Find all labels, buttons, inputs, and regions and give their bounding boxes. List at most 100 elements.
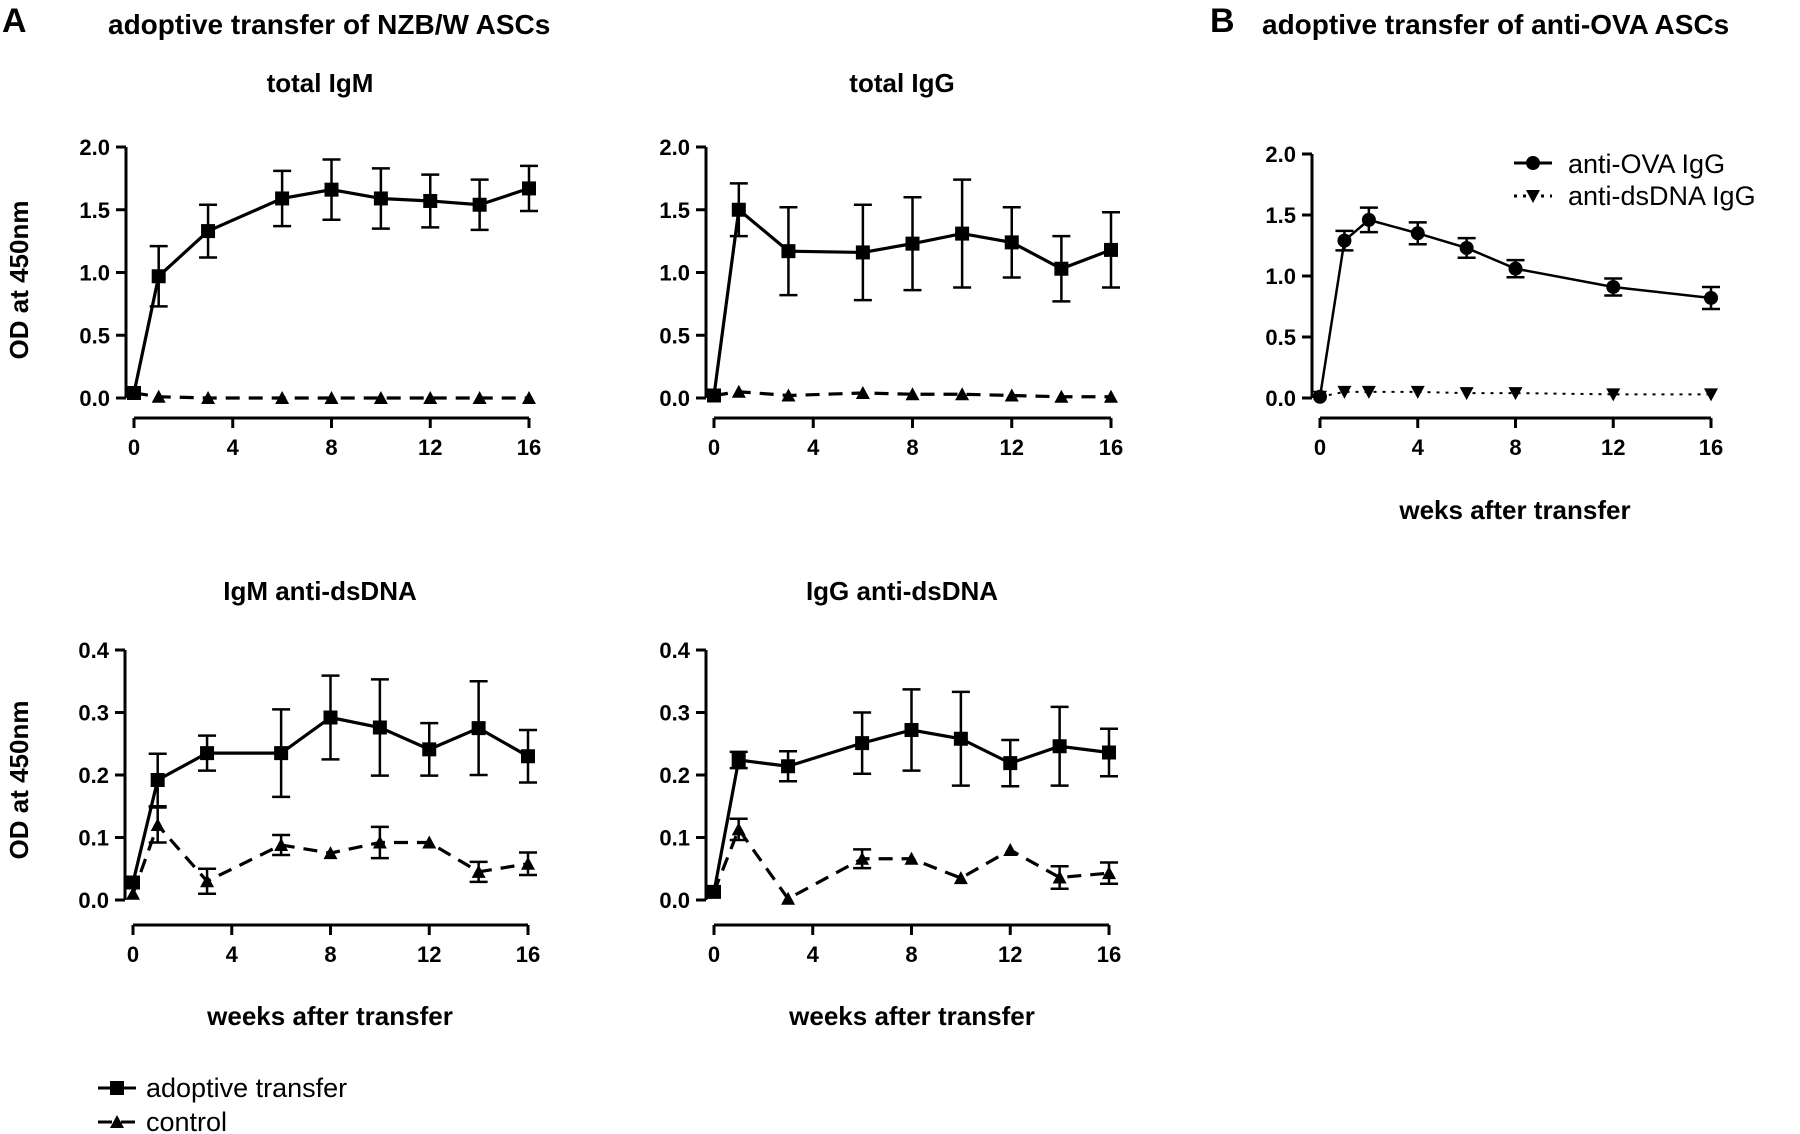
data-point — [904, 851, 919, 865]
data-point — [731, 822, 746, 836]
data-point — [855, 736, 870, 751]
y-tick-label: 1.5 — [79, 198, 110, 223]
data-point — [1003, 843, 1018, 856]
data-point — [324, 182, 339, 197]
data-point — [905, 387, 920, 401]
data-point — [1102, 866, 1116, 880]
series-1-dashed — [127, 385, 536, 404]
x-tick-label: 12 — [998, 942, 1022, 967]
y-tick-label: 0.0 — [659, 386, 690, 411]
data-point — [955, 387, 970, 401]
data-point — [707, 884, 721, 898]
data-point — [1459, 387, 1474, 401]
data-point — [522, 181, 536, 196]
x-tick-label: 4 — [807, 435, 820, 460]
data-point — [1004, 388, 1019, 402]
chart-title: total IgG — [849, 68, 954, 98]
series-0-solid — [127, 158, 538, 400]
data-point — [471, 864, 486, 878]
chart-title: IgG anti-dsDNA — [806, 576, 998, 606]
data-point — [472, 391, 487, 404]
y-tick-label: 0.1 — [659, 826, 690, 851]
y-tick-label: 0.2 — [78, 763, 109, 788]
series-line — [1318, 218, 1712, 397]
series-0-solid — [1313, 206, 1720, 404]
x-axis-label: weeks after transfer — [206, 1001, 453, 1031]
chart-iggdsdna: IgG anti-dsDNA 0.0 0.1 0.2 0.3 0.4 0 4 8 12 16 week… — [659, 576, 1121, 1031]
data-point — [323, 710, 338, 725]
x-tick-label: 8 — [905, 942, 917, 967]
data-point — [150, 773, 165, 787]
y-tick-label: 0.2 — [659, 763, 690, 788]
data-point — [1337, 385, 1352, 399]
data-point — [707, 388, 721, 402]
y-tick-label: 0.0 — [659, 888, 690, 913]
x-tick-label: 16 — [1097, 942, 1121, 967]
series-1-dotted — [1313, 385, 1718, 404]
data-point — [781, 244, 796, 259]
y-tick-label: 0.4 — [659, 638, 690, 663]
legend-a-item-adoptive-transfer: adoptive transfer — [98, 1073, 347, 1103]
y-tick-label: 0.4 — [78, 638, 109, 663]
data-point — [1337, 233, 1352, 248]
series-0-solid — [126, 674, 537, 890]
legend-b: anti-OVA IgG anti-dsDNA IgG — [1514, 149, 1756, 211]
x-tick-label: 0 — [708, 435, 720, 460]
y-tick-label: 1.5 — [1265, 203, 1296, 228]
x-tick-label: 4 — [226, 942, 239, 967]
data-point — [471, 721, 486, 736]
legend-a-label-control: control — [146, 1107, 227, 1134]
x-tick-label: 16 — [517, 435, 541, 460]
y-tick-label: 1.0 — [659, 261, 690, 286]
data-point — [372, 720, 387, 735]
data-point — [200, 874, 215, 888]
y-tick-label: 2.0 — [79, 135, 110, 160]
data-point — [423, 391, 438, 404]
y-axis-label: OD at 450nm — [4, 701, 34, 860]
x-tick-label: 0 — [128, 435, 140, 460]
x-tick-label: 12 — [1000, 435, 1024, 460]
data-point — [201, 391, 216, 404]
y-tick-label: 0.5 — [79, 323, 110, 348]
data-point — [423, 193, 438, 208]
y-axis-label: OD at 450nm — [4, 201, 34, 360]
data-point — [1003, 756, 1018, 771]
y-tick-label: 0.0 — [79, 386, 110, 411]
y-tick-label: 1.5 — [659, 198, 690, 223]
data-point — [1361, 385, 1376, 399]
x-tick-label: 12 — [1601, 435, 1625, 460]
data-point — [1704, 388, 1718, 402]
x-axis-label: weeks after transfer — [788, 1001, 1035, 1031]
data-point — [953, 871, 968, 885]
data-point — [1004, 235, 1019, 250]
data-point — [781, 759, 796, 774]
x-tick-label: 8 — [325, 435, 337, 460]
x-tick-label: 16 — [1699, 435, 1723, 460]
charts: total IgM 0.0 0.5 1.0 1.5 2.0 0 4 8 12 16 OD at 450… — [4, 68, 1723, 1031]
data-point — [126, 886, 140, 900]
data-point — [522, 391, 536, 404]
data-point — [127, 385, 141, 399]
data-point — [274, 838, 289, 851]
chart-title: total IgM — [267, 68, 374, 98]
data-point — [1104, 389, 1118, 403]
data-point — [781, 388, 796, 402]
data-point — [855, 851, 870, 865]
data-point — [1054, 261, 1069, 276]
series-1-dashed — [707, 384, 1118, 403]
data-point — [731, 202, 746, 217]
data-point — [781, 891, 796, 905]
data-point — [200, 746, 215, 761]
legend-b-item-anti-ova-igg: anti-OVA IgG — [1514, 149, 1725, 179]
legend-b-item-anti-dsdna-igg: anti-dsDNA IgG — [1514, 181, 1756, 211]
x-tick-label: 0 — [708, 942, 720, 967]
legend-a-label-adoptive-transfer: adoptive transfer — [146, 1073, 347, 1103]
x-tick-label: 12 — [417, 942, 441, 967]
legend-marker — [110, 1081, 124, 1095]
legend-b-label-anti-dsdna-igg: anti-dsDNA IgG — [1568, 181, 1756, 211]
series-line — [713, 390, 1111, 399]
data-point — [422, 742, 437, 757]
data-point — [1054, 389, 1069, 403]
legend-marker — [110, 1115, 124, 1128]
data-point — [1606, 279, 1621, 294]
